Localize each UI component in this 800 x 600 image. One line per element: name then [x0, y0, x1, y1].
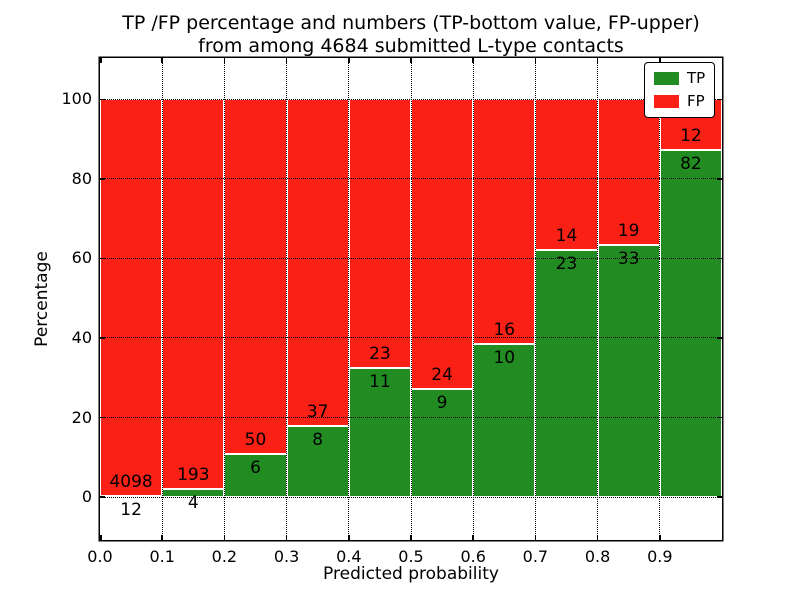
chart-title-line2: from among 4684 submitted L-type contact…	[198, 35, 624, 57]
x-tick-label: 0.3	[273, 547, 300, 566]
y-tick-label: 100	[61, 89, 92, 109]
legend-label-tp: TP	[687, 69, 706, 87]
x-tick-mark	[161, 535, 163, 540]
x-tick-mark	[223, 535, 226, 540]
bar-segment-fp	[348, 99, 411, 369]
x-tick-mark	[348, 535, 350, 540]
x-tick-mark	[472, 58, 474, 63]
bar-segment-fp	[597, 99, 660, 245]
x-tick-label: 0.4	[336, 547, 362, 566]
x-tick-label: 0.8	[584, 547, 611, 566]
bar-segment-fp	[411, 99, 474, 389]
bar-annotation-tp: 12	[120, 499, 142, 520]
x-tick-label: 0.5	[398, 547, 424, 566]
chart-title: TP /FP percentage and numbers (TP-bottom…	[11, 12, 800, 58]
x-tick-mark	[223, 58, 226, 63]
x-tick-mark	[534, 535, 537, 540]
x-tick-label: 0.0	[87, 547, 113, 566]
x-tick-mark	[285, 58, 288, 63]
legend: TP FP	[644, 62, 716, 118]
tp-color-swatch	[654, 72, 679, 85]
plot-area: 4098 12 193 4 50 6 37 8 23 11 24 9 16 10 14 23 19 33 12 82	[100, 58, 722, 540]
bar-segment-tp	[535, 249, 598, 498]
x-tick-mark	[410, 535, 412, 540]
x-tick-mark	[161, 58, 163, 63]
legend-item-fp: FP	[654, 94, 705, 109]
y-tick-label: 0	[81, 487, 92, 507]
y-tick-label: 40	[71, 327, 92, 347]
x-tick-mark	[285, 535, 288, 540]
x-tick-label: 0.7	[522, 547, 549, 566]
x-tick-mark	[596, 535, 599, 540]
bar-segment-tp	[100, 495, 163, 498]
bar-segment-fp	[100, 99, 163, 496]
x-tick-mark	[659, 535, 661, 540]
x-tick-mark	[472, 535, 474, 540]
chart-title-line1: TP /FP percentage and numbers (TP-bottom…	[122, 12, 700, 34]
bar-segment-tp	[597, 244, 660, 498]
bar-segment-tp	[411, 388, 474, 498]
y-tick-label: 80	[71, 168, 92, 188]
bar-segment-tp	[659, 150, 722, 498]
bar-segment-fp	[224, 99, 287, 455]
legend-item-tp: TP	[654, 71, 705, 86]
x-tick-mark	[534, 58, 537, 63]
bar-segment-fp	[162, 99, 225, 489]
x-tick-mark	[410, 58, 412, 63]
x-tick-label: 0.6	[460, 547, 486, 566]
bar-segment-tp	[473, 344, 536, 498]
x-axis-label: Predicted probability	[323, 564, 499, 584]
bar-segment-fp	[473, 99, 536, 345]
bar-segment-fp	[535, 99, 598, 250]
x-tick-mark	[100, 58, 102, 63]
x-tick-label: 0.9	[647, 547, 673, 566]
bar-segment-tp	[348, 368, 411, 498]
bar-segment-tp	[224, 454, 287, 498]
y-tick-label: 60	[71, 248, 92, 268]
x-tick-mark	[596, 58, 599, 63]
bar-segment-fp	[286, 99, 349, 427]
x-tick-label: 0.1	[149, 547, 175, 566]
fp-color-swatch	[654, 95, 679, 108]
bar-segment-tp	[162, 488, 225, 498]
y-tick-label: 20	[71, 407, 92, 427]
bar-segment-tp	[286, 426, 349, 498]
x-tick-label: 0.2	[211, 547, 238, 566]
legend-label-fp: FP	[687, 92, 705, 110]
x-tick-mark	[348, 58, 350, 63]
x-tick-mark	[100, 535, 102, 540]
